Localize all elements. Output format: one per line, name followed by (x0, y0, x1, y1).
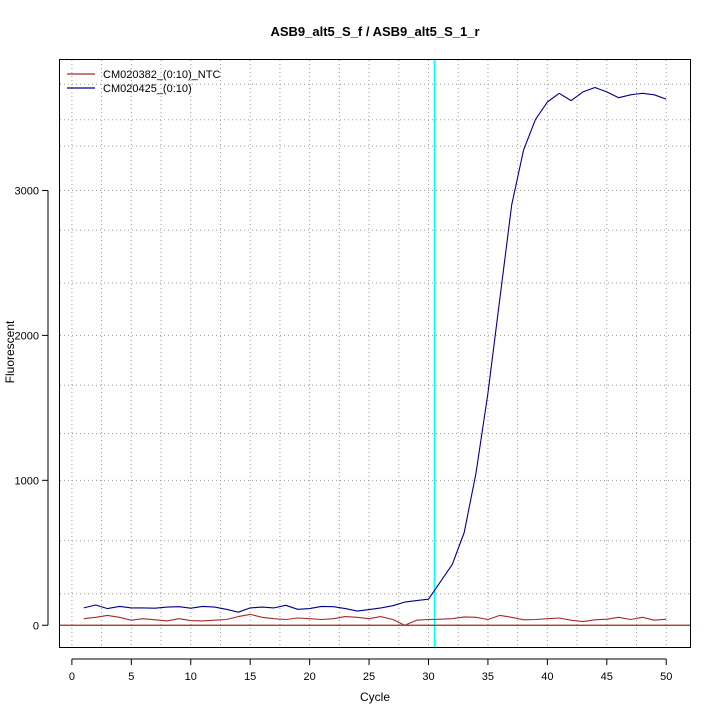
x-tick-label: 10 (185, 671, 197, 683)
y-tick-label: 0 (33, 620, 39, 632)
legend: CM020382_(0:10)_NTC CM020425_(0:10) (67, 69, 220, 95)
x-tick-label: 0 (69, 671, 75, 683)
x-tick-label: 30 (422, 671, 434, 683)
x-axis: 0 5 10 15 20 25 30 35 40 45 50 (69, 658, 672, 683)
y-tick-label: 3000 (15, 185, 39, 197)
x-axis-label: Cycle (360, 690, 390, 704)
legend-label-2: CM020425_(0:10) (103, 83, 192, 95)
series-layer (83, 86, 667, 626)
grid (60, 60, 690, 647)
chart-title: ASB9_alt5_S_f / ASB9_alt5_S_1_r (270, 24, 479, 39)
x-tick-label: 45 (601, 671, 613, 683)
x-tick-label: 40 (541, 671, 553, 683)
y-tick-label: 2000 (15, 330, 39, 342)
x-tick-label: 20 (303, 671, 315, 683)
y-axis: 0 1000 2000 3000 (15, 185, 49, 632)
series-line-1 (83, 613, 667, 626)
legend-label-1: CM020382_(0:10)_NTC (103, 69, 220, 81)
x-tick-label: 15 (244, 671, 256, 683)
threshold-layer (60, 60, 690, 647)
y-tick-label: 1000 (15, 475, 39, 487)
x-tick-label: 35 (482, 671, 494, 683)
plot-frame (59, 59, 691, 648)
x-tick-label: 50 (660, 671, 672, 683)
x-tick-label: 5 (128, 671, 134, 683)
x-tick-label: 25 (363, 671, 375, 683)
y-axis-label: Fluorescent (3, 320, 17, 383)
series-line-2 (83, 86, 667, 613)
